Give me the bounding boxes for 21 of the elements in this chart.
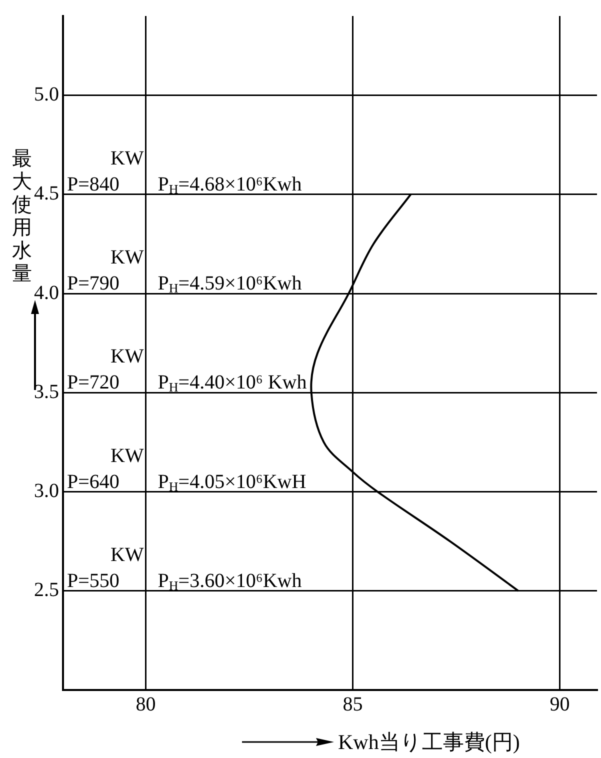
annotation: KW: [110, 544, 144, 566]
y-tick-label: 4.0: [34, 282, 59, 304]
annotation: P=640: [67, 470, 120, 493]
y-tick-label: 3.5: [34, 380, 59, 403]
annotation: P=550: [67, 570, 120, 592]
y-tick-label: 3.0: [34, 480, 59, 502]
x-tick-label: 85: [342, 693, 363, 716]
annotation: P=720: [67, 372, 120, 394]
annotation: KW: [110, 147, 144, 170]
y-axis-title: 最大使用水量: [11, 148, 33, 286]
annotation: KW: [110, 444, 144, 467]
y-tick-label: 2.5: [34, 579, 59, 602]
annotation: KW: [110, 246, 144, 269]
y-tick-label: 4.5: [34, 182, 59, 205]
y-tick-label: 5.0: [34, 84, 59, 106]
annotation: P=790: [67, 272, 120, 295]
annotation: P=840: [67, 173, 120, 196]
x-tick-label: 80: [136, 693, 156, 716]
x-tick-label: 90: [550, 693, 570, 716]
annotation: KW: [110, 346, 144, 368]
x-axis-title: Kwh当り工事費(円): [338, 729, 520, 756]
